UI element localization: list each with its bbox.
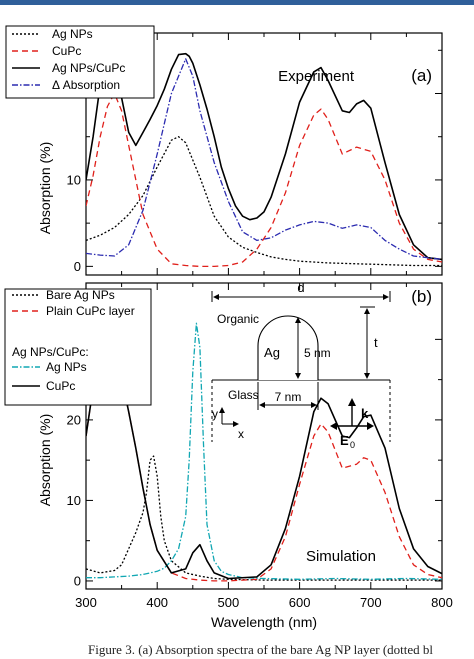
y-arrowhead (219, 407, 225, 413)
figure-caption: Figure 3. (a) Absorption spectra of the … (88, 642, 434, 657)
x-arrowhead (233, 421, 239, 427)
panel-b: 0102030300400500600700800 Simulation (b)… (4, 280, 453, 630)
x-tick-label: 600 (289, 595, 311, 610)
organic-label: Organic (217, 312, 259, 326)
width-label: 7 nm (275, 390, 302, 404)
annotation-text: Simulation (306, 548, 376, 565)
ag-label: Ag (264, 345, 280, 360)
legend-label: Bare Ag NPs (46, 288, 115, 302)
legend-label: CuPc (52, 44, 81, 58)
x-axis-label: Wavelength (nm) (211, 614, 317, 630)
legend-label: Ag NPs (52, 27, 93, 41)
legend-label: Ag NPs (46, 360, 87, 374)
x-tick-label: 500 (218, 595, 240, 610)
y-axis-letter: y (212, 407, 218, 421)
header-bar (0, 0, 474, 5)
legend-subheading: Ag NPs/CuPc: (12, 345, 89, 359)
legend: Ag NPs CuPc Ag NPs/CuPc Δ Absorption (5, 25, 155, 99)
y-tick-label: 10 (67, 172, 81, 187)
k-label: k (361, 406, 369, 421)
series-line-absorption (86, 58, 442, 261)
x-tick-label: 400 (146, 595, 168, 610)
x-tick-label: 700 (360, 595, 382, 610)
glass-label: Glass (228, 388, 259, 402)
legend-label: Ag NPs/CuPc (52, 61, 125, 75)
height-label: 5 nm (304, 346, 331, 360)
inset-schematic: d t Organic Glass Ag 5 nm 7 nm (211, 280, 391, 450)
legend-label: Plain CuPc layer (46, 304, 135, 318)
ag-particle (257, 315, 319, 380)
panel-label: (a) (411, 66, 432, 85)
e-field-subscript: 0 (350, 440, 355, 450)
legend-frame (5, 25, 155, 99)
x-tick-label: 800 (431, 595, 453, 610)
y-tick-label: 20 (67, 412, 81, 427)
annotation-text: Experiment (278, 68, 355, 85)
y-tick-label: 0 (74, 573, 81, 588)
width-arrowheads (259, 402, 317, 408)
y-axis-label: Absorption (%) (37, 414, 53, 507)
y-tick-label: 0 (74, 259, 81, 274)
legend: Ag NPs/CuPc: Bare Ag NPs Plain CuPc layer… (4, 288, 152, 406)
series-line-ag-nps (86, 322, 442, 580)
series-line-ag-nps-cupc (86, 52, 442, 261)
t-label: t (374, 335, 378, 350)
y-tick-label: 10 (67, 493, 81, 508)
x-tick-label: 300 (75, 595, 97, 610)
e-field-label: E (340, 433, 349, 448)
d-label: d (297, 280, 304, 295)
series-line-cupc (86, 92, 442, 268)
panel-label: (b) (411, 287, 432, 306)
k-arrowhead (348, 398, 356, 406)
series-line-bare-ag-nps (86, 455, 442, 581)
series-line-ag-nps (86, 136, 442, 267)
x-axis-letter: x (238, 427, 244, 441)
legend-label: Δ Absorption (52, 78, 120, 92)
y-axis-label: Absorption (%) (37, 142, 53, 235)
legend-label: CuPc (46, 379, 75, 393)
